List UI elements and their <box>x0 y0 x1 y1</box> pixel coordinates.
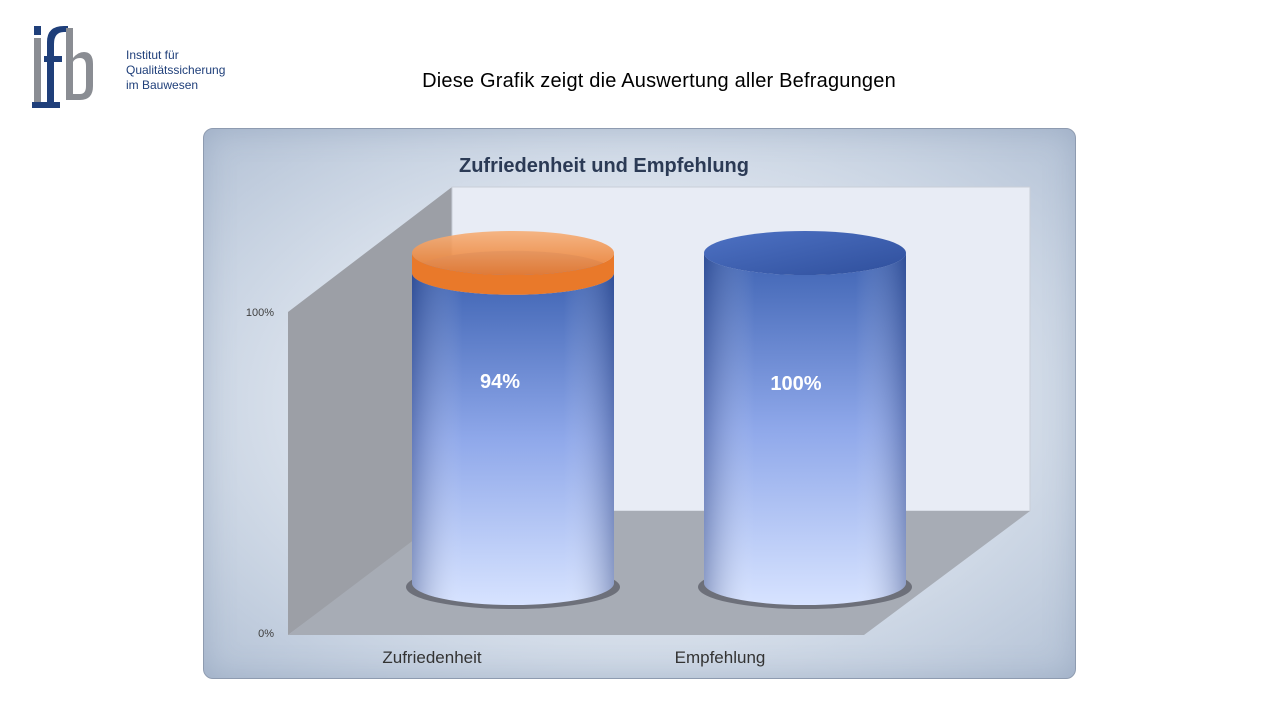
x-category-label: Zufriedenheit <box>382 648 482 667</box>
side-wall <box>288 187 452 635</box>
ifb-logo: Institut für Qualitätssicherung im Bauwe… <box>30 22 230 112</box>
x-category-label: Empfehlung <box>674 648 766 667</box>
logo-text: Institut für Qualitätssicherung im Bauwe… <box>126 48 225 93</box>
data-label: 100% <box>770 373 822 395</box>
ifb-logo-mark <box>32 26 93 108</box>
chart-canvas <box>288 186 1031 635</box>
logo-line: Institut für <box>126 48 179 62</box>
slide-title: Diese Grafik zeigt die Auswertung aller … <box>422 70 896 92</box>
chart-panel: Zufriedenheit und Empfehlung 100% 0% Zuf… <box>203 128 1076 679</box>
logo-line: im Bauwesen <box>126 78 199 92</box>
data-label: 94% <box>479 371 521 393</box>
chart-title: Zufriedenheit und Empfehlung <box>459 155 749 177</box>
bar-top <box>704 231 906 275</box>
y-tick-label: 100% <box>245 307 274 319</box>
logo-line: Qualitätssicherung <box>126 63 226 77</box>
bar-remainder <box>412 253 614 295</box>
bar-shading <box>412 272 614 605</box>
y-tick-label: 0% <box>258 628 274 640</box>
bar-remainder-top <box>412 231 614 275</box>
bar-shading <box>704 253 906 605</box>
